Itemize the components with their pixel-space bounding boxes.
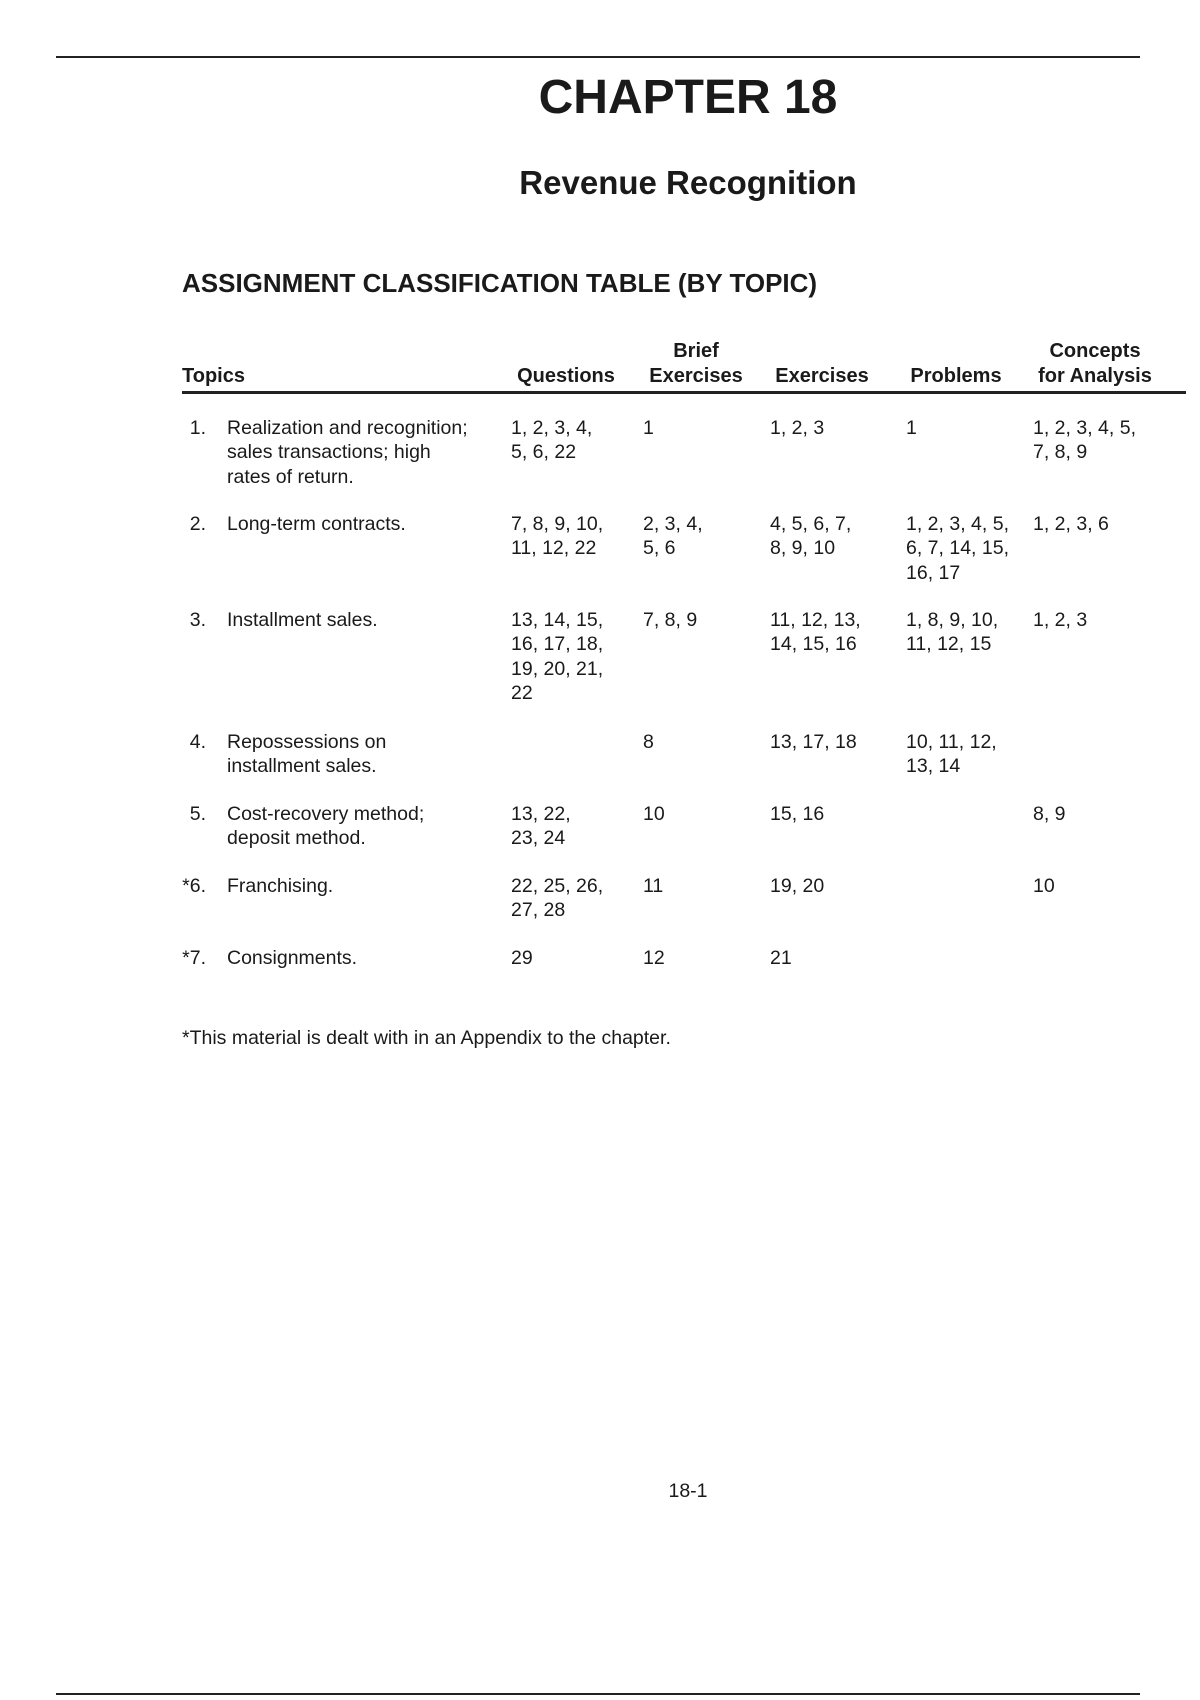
cell-problems: 1 xyxy=(906,417,917,439)
column-header-brief-exercises: Brief Exercises xyxy=(649,340,743,387)
chapter-title: CHAPTER 18 xyxy=(538,71,838,124)
cell-brief: 8 xyxy=(643,731,654,753)
cell-topic: Installment sales. xyxy=(227,609,378,631)
cell-questions: 13, 14, 15, 16, 17, 18, 19, 20, 21, 22 xyxy=(511,609,604,704)
cell-exercises: 11, 12, 13, 14, 15, 16 xyxy=(770,609,861,656)
cell-problems: 10, 11, 12, 13, 14 xyxy=(906,731,997,778)
cell-questions: 7, 8, 9, 10, 11, 12, 22 xyxy=(511,513,604,560)
cell-topic: Realization and recognition; sales trans… xyxy=(227,417,468,488)
cell-questions: 22, 25, 26, 27, 28 xyxy=(511,875,604,922)
cell-num: 1. xyxy=(189,417,206,439)
cell-num: 5. xyxy=(189,803,206,825)
column-header-topics: Topics xyxy=(182,365,245,387)
cell-concepts: 8, 9 xyxy=(1033,803,1066,825)
cell-num: 4. xyxy=(189,731,206,753)
cell-questions: 13, 22, 23, 24 xyxy=(511,803,571,850)
column-header-questions: Questions xyxy=(517,365,615,387)
cell-brief: 7, 8, 9 xyxy=(643,609,698,631)
cell-questions: 29 xyxy=(511,947,533,969)
cell-topic: Consignments. xyxy=(227,947,358,969)
cell-problems: 1, 2, 3, 4, 5, 6, 7, 14, 15, 16, 17 xyxy=(906,513,1009,584)
cell-brief: 10 xyxy=(643,803,665,825)
cell-num: *7. xyxy=(182,947,206,969)
section-heading: ASSIGNMENT CLASSIFICATION TABLE (BY TOPI… xyxy=(182,268,818,298)
top-rule xyxy=(56,56,1140,58)
page-number: 18-1 xyxy=(668,1480,708,1502)
cell-topic: Repossessions on installment sales. xyxy=(227,731,387,778)
cell-problems: 1, 8, 9, 10, 11, 12, 15 xyxy=(906,609,999,656)
bottom-rule xyxy=(56,1693,1140,1695)
column-header-problems: Problems xyxy=(910,365,1002,387)
cell-brief: 11 xyxy=(643,875,664,897)
cell-num: 2. xyxy=(189,513,206,535)
cell-exercises: 21 xyxy=(770,947,792,969)
chapter-subtitle: Revenue Recognition xyxy=(519,164,857,201)
cell-exercises: 19, 20 xyxy=(770,875,825,897)
cell-num: *6. xyxy=(182,875,206,897)
cell-exercises: 4, 5, 6, 7, 8, 9, 10 xyxy=(770,513,852,560)
cell-brief: 12 xyxy=(643,947,665,969)
cell-num: 3. xyxy=(189,609,206,631)
cell-concepts: 10 xyxy=(1033,875,1055,897)
cell-brief: 2, 3, 4, 5, 6 xyxy=(643,513,703,560)
column-header-exercises: Exercises xyxy=(775,365,869,387)
cell-concepts: 1, 2, 3 xyxy=(1033,609,1088,631)
cell-questions: 1, 2, 3, 4, 5, 6, 22 xyxy=(511,417,593,464)
cell-brief: 1 xyxy=(643,417,654,439)
cell-exercises: 15, 16 xyxy=(770,803,825,825)
header-rule xyxy=(182,391,1186,394)
cell-topic: Franchising. xyxy=(227,875,334,897)
cell-topic: Cost-recovery method; deposit method. xyxy=(227,803,425,850)
column-header-concepts: Concepts for Analysis xyxy=(1038,340,1152,387)
cell-concepts: 1, 2, 3, 4, 5, 7, 8, 9 xyxy=(1033,417,1136,464)
cell-concepts: 1, 2, 3, 6 xyxy=(1033,513,1109,535)
cell-topic: Long-term contracts. xyxy=(227,513,406,535)
cell-exercises: 13, 17, 18 xyxy=(770,731,857,753)
cell-exercises: 1, 2, 3 xyxy=(770,417,825,439)
footnote: *This material is dealt with in an Appen… xyxy=(182,1027,671,1049)
